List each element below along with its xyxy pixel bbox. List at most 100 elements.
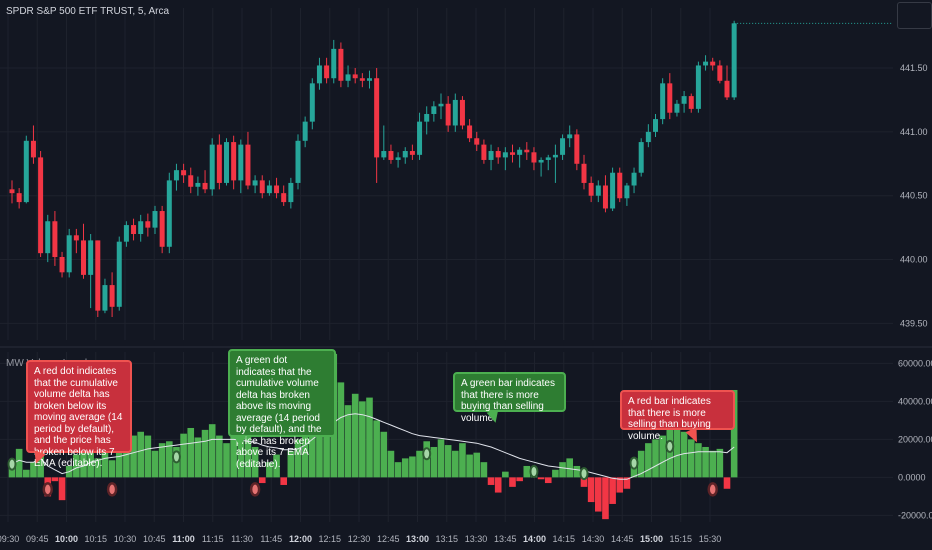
- volume-bar: [573, 465, 581, 478]
- volume-bar: [123, 439, 130, 478]
- volume-bar: [444, 445, 452, 478]
- green-signal-dot: [422, 447, 432, 461]
- volume-bar: [552, 469, 559, 478]
- candle-body: [438, 103, 444, 107]
- volume-bar: [673, 424, 681, 478]
- volume-bar: [709, 450, 716, 478]
- candle-body: [81, 240, 86, 275]
- candle-body: [23, 140, 29, 203]
- volume-bar: [258, 477, 266, 484]
- candle-body: [116, 241, 122, 307]
- candle-body: [324, 65, 330, 79]
- volume-bar: [15, 448, 23, 478]
- price-axis-label: 440.50: [900, 191, 928, 201]
- candle-body: [166, 180, 172, 247]
- candle-body: [331, 48, 337, 79]
- candle-body: [552, 154, 558, 158]
- candle-body: [88, 240, 94, 275]
- time-axis-label: 10:15: [84, 534, 107, 544]
- candle-body: [195, 182, 201, 187]
- candle-body: [173, 170, 179, 181]
- candle-body: [95, 240, 101, 311]
- candle-body: [281, 193, 287, 203]
- volume-bar: [587, 477, 595, 503]
- volume-bar: [559, 462, 566, 478]
- red-signal-dot: [106, 482, 118, 497]
- volume-bar: [580, 477, 588, 487]
- green-dot-annotation-text: A green dot indicates that the cumulativ…: [236, 355, 322, 470]
- red-bar-annotation-text: A red bar indicates that there is more s…: [628, 396, 711, 442]
- time-axis-label: 11:00: [172, 534, 195, 544]
- candle-body: [9, 189, 15, 194]
- volume-bar: [130, 435, 137, 478]
- volume-bar: [158, 443, 166, 478]
- candle-body: [159, 211, 165, 247]
- green-signal-dot: [665, 439, 675, 453]
- candle-body: [202, 182, 208, 190]
- time-axis-label: 13:00: [406, 534, 429, 544]
- volume-bar: [502, 471, 509, 478]
- candle-body: [545, 157, 551, 160]
- volume-bar: [230, 429, 237, 478]
- candle-body: [266, 185, 272, 194]
- candle-body: [138, 221, 144, 235]
- candle-body: [59, 257, 65, 273]
- volume-bar: [730, 389, 738, 478]
- candle-body: [102, 285, 108, 311]
- volume-bar: [37, 450, 44, 478]
- volume-bar: [151, 450, 159, 478]
- candle-body: [703, 61, 709, 66]
- volume-bar: [437, 439, 445, 478]
- candle-body: [345, 74, 351, 81]
- candle-body: [302, 121, 308, 141]
- candle-body: [495, 151, 501, 158]
- candle-body: [459, 99, 465, 126]
- volume-bar: [187, 427, 195, 478]
- candle-body: [245, 144, 251, 186]
- volume-bar: [473, 452, 481, 478]
- candle-body: [131, 225, 137, 235]
- candle-body: [359, 78, 365, 81]
- candle-body: [710, 61, 716, 66]
- candle-body: [667, 83, 673, 113]
- candle-body: [209, 144, 215, 190]
- candle-body: [538, 159, 544, 163]
- volume-bar: [723, 477, 731, 489]
- candle-body: [560, 138, 566, 155]
- volume-bar: [394, 462, 402, 478]
- candle-body: [295, 140, 301, 183]
- volume-bar: [537, 477, 545, 480]
- green-signal-dot: [579, 467, 589, 481]
- volume-bar: [609, 477, 616, 504]
- volume-bar: [280, 477, 287, 485]
- volume-bar: [652, 439, 659, 478]
- price-axis-label: 441.00: [900, 127, 928, 137]
- time-axis-label: 11:45: [260, 534, 282, 544]
- candle-body: [695, 65, 701, 109]
- candle-body: [38, 157, 44, 254]
- time-axis-label: 12:15: [318, 534, 341, 544]
- volume-bar: [480, 462, 488, 478]
- candle-body: [467, 125, 473, 139]
- candle-body: [388, 151, 394, 160]
- volume-bar: [301, 401, 309, 478]
- volume-axis-label: -20000.00: [898, 510, 932, 520]
- candle-body: [381, 151, 387, 158]
- time-axis-label: 15:30: [699, 534, 722, 544]
- time-axis-label: 11:30: [231, 534, 253, 544]
- volume-bar: [194, 437, 202, 478]
- volume-bar: [645, 443, 652, 478]
- volume-bar: [30, 462, 37, 478]
- candle-body: [488, 151, 494, 160]
- volume-bar: [595, 477, 602, 512]
- candle-body: [216, 144, 222, 183]
- candle-body: [66, 235, 72, 273]
- volume-bar: [266, 462, 273, 478]
- candle-body: [474, 138, 480, 145]
- candle-body: [445, 103, 451, 126]
- time-axis-label: 13:30: [465, 534, 488, 544]
- candle-body: [502, 152, 508, 158]
- volume-bar: [494, 477, 502, 493]
- volume-bar: [466, 454, 473, 478]
